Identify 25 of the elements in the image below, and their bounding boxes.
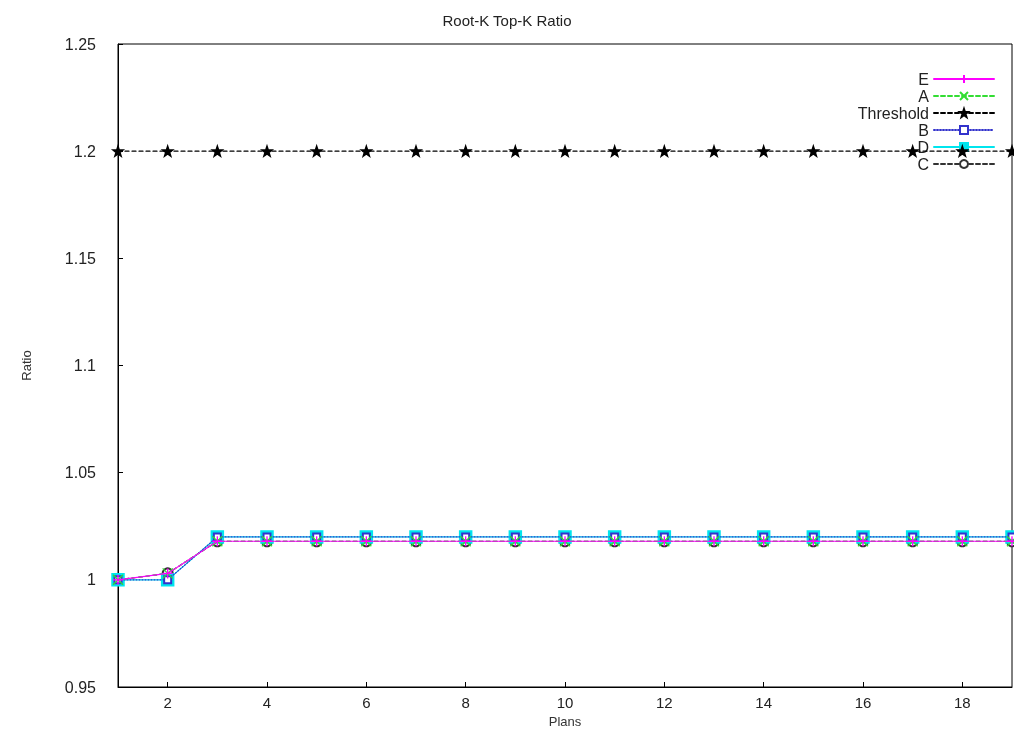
x-tick-label: 6 (362, 694, 371, 711)
x-tick-label: 12 (655, 694, 673, 711)
x-axis-title: Plans (548, 713, 582, 729)
legend-label: Threshold (857, 104, 929, 122)
legend-label: D (917, 138, 929, 156)
x-tick-label: 14 (755, 694, 773, 711)
legend-label: E (918, 70, 929, 88)
y-tick-label: 1.2 (73, 142, 97, 160)
x-tick-label: 16 (854, 694, 872, 711)
y-tick-label: 1 (87, 571, 97, 589)
y-tick-label: 1.25 (64, 35, 97, 53)
legend-label: A (918, 87, 930, 105)
x-tick-label: 2 (163, 694, 172, 711)
y-tick-label: 1.15 (64, 249, 97, 267)
x-tick-label: 8 (461, 694, 470, 711)
chart-title: Root-K Top-K Ratio (442, 12, 572, 29)
legend-label: B (918, 121, 929, 139)
y-tick-label: 1.1 (73, 357, 97, 374)
x-tick-label: 10 (556, 694, 574, 711)
y-axis-title: Ratio (19, 350, 34, 381)
x-tick-label: 4 (262, 694, 272, 711)
legend-label: C (917, 155, 929, 173)
y-tick-label: 0.95 (64, 678, 97, 696)
x-tick-label: 18 (953, 694, 971, 711)
y-tick-label: 1.05 (64, 464, 97, 482)
